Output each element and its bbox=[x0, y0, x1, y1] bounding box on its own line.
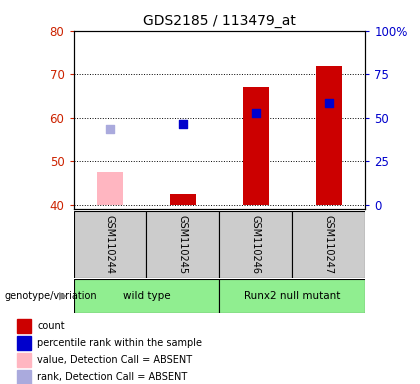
Text: value, Detection Call = ABSENT: value, Detection Call = ABSENT bbox=[37, 355, 192, 365]
Bar bbox=[243, 87, 269, 205]
Bar bbox=[16, 336, 31, 350]
Text: count: count bbox=[37, 321, 65, 331]
Bar bbox=[16, 353, 31, 367]
Text: GSM110244: GSM110244 bbox=[105, 215, 115, 274]
Bar bbox=[16, 319, 31, 333]
Text: GSM110247: GSM110247 bbox=[324, 215, 334, 274]
Text: Runx2 null mutant: Runx2 null mutant bbox=[244, 291, 341, 301]
Point bbox=[326, 99, 332, 106]
Bar bbox=[220, 211, 292, 278]
Bar bbox=[170, 194, 196, 205]
Text: genotype/variation: genotype/variation bbox=[4, 291, 97, 301]
Text: wild type: wild type bbox=[123, 291, 170, 301]
Bar bbox=[316, 66, 342, 205]
Point bbox=[107, 126, 113, 132]
Bar bbox=[220, 279, 365, 313]
Bar bbox=[147, 211, 220, 278]
Text: GSM110246: GSM110246 bbox=[251, 215, 261, 274]
Point bbox=[252, 110, 259, 116]
Bar bbox=[74, 211, 147, 278]
Text: percentile rank within the sample: percentile rank within the sample bbox=[37, 338, 202, 348]
Bar bbox=[97, 172, 123, 205]
Bar bbox=[16, 370, 31, 384]
Title: GDS2185 / 113479_at: GDS2185 / 113479_at bbox=[143, 14, 296, 28]
Text: ▶: ▶ bbox=[59, 291, 67, 301]
Text: rank, Detection Call = ABSENT: rank, Detection Call = ABSENT bbox=[37, 372, 187, 382]
Bar bbox=[74, 279, 220, 313]
Point bbox=[180, 121, 186, 127]
Bar bbox=[292, 211, 365, 278]
Text: GSM110245: GSM110245 bbox=[178, 215, 188, 274]
